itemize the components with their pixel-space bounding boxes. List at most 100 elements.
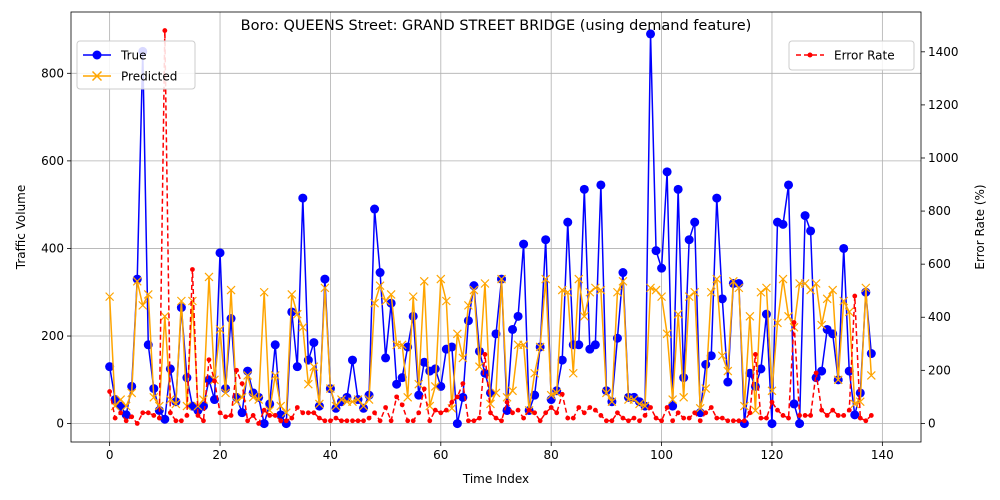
- point-true: [618, 268, 628, 278]
- point-true: [215, 248, 225, 258]
- point-error-rate: [107, 389, 113, 394]
- point-error-rate: [311, 410, 317, 416]
- point-predicted: [629, 395, 639, 404]
- point-error-rate: [140, 410, 146, 416]
- point-predicted: [800, 279, 810, 288]
- point-predicted: [204, 272, 214, 282]
- point-true: [519, 239, 529, 249]
- point-error-rate: [592, 407, 598, 413]
- point-true: [298, 193, 308, 203]
- point-true: [386, 298, 396, 308]
- point-error-rate: [250, 413, 256, 418]
- point-predicted: [309, 362, 319, 372]
- point-true: [690, 217, 700, 227]
- point-predicted: [270, 371, 280, 380]
- point-error-rate: [112, 415, 118, 421]
- point-true: [850, 410, 860, 420]
- point-predicted: [811, 279, 821, 288]
- point-error-rate: [670, 418, 676, 424]
- point-error-rate: [482, 352, 488, 357]
- point-predicted: [833, 375, 843, 385]
- point-error-rate: [808, 413, 814, 418]
- point-true: [574, 340, 584, 350]
- point-predicted: [502, 392, 512, 402]
- point-true: [508, 324, 518, 334]
- point-predicted: [728, 276, 738, 286]
- point-true: [839, 243, 849, 253]
- legend-true-marker: [92, 50, 102, 60]
- point-error-rate: [123, 418, 129, 424]
- point-error-rate: [261, 407, 267, 413]
- point-error-rate: [648, 405, 653, 410]
- point-predicted: [579, 311, 589, 321]
- point-error-rate: [272, 413, 278, 418]
- point-predicted: [519, 340, 529, 350]
- point-predicted: [673, 309, 683, 319]
- point-error-rate: [234, 367, 239, 373]
- point-predicted: [585, 287, 595, 297]
- point-error-rate: [504, 399, 510, 405]
- point-predicted: [690, 287, 700, 297]
- point-true: [701, 359, 711, 369]
- point-error-rate: [432, 407, 438, 413]
- point-predicted: [165, 395, 175, 404]
- point-true: [463, 316, 473, 326]
- point-error-rate: [725, 418, 731, 424]
- point-error-rate: [372, 410, 377, 416]
- point-predicted: [215, 325, 225, 334]
- point-error-rate: [548, 405, 554, 410]
- point-predicted: [370, 298, 379, 308]
- point-error-rate: [217, 410, 223, 416]
- point-error-rate: [747, 410, 753, 416]
- point-predicted: [491, 388, 501, 398]
- point-error-rate: [421, 386, 427, 392]
- point-true: [331, 403, 341, 413]
- point-predicted: [287, 290, 297, 299]
- point-predicted: [397, 340, 407, 350]
- point-true: [596, 180, 606, 190]
- point-error-rate: [565, 415, 571, 421]
- point-error-rate: [427, 418, 433, 424]
- point-error-rate: [377, 418, 383, 424]
- point-error-rate: [493, 415, 499, 421]
- point-error-rate: [333, 415, 339, 421]
- point-error-rate: [846, 407, 852, 413]
- point-predicted: [364, 395, 374, 404]
- point-predicted: [750, 406, 760, 415]
- point-error-rate: [841, 413, 847, 418]
- legend-left-box: [76, 40, 196, 90]
- point-error-rate: [173, 418, 179, 424]
- point-true: [767, 419, 777, 429]
- point-true: [866, 349, 876, 359]
- point-predicted: [635, 399, 644, 409]
- point-error-rate: [471, 418, 477, 424]
- point-predicted: [568, 368, 578, 378]
- point-error-rate: [863, 418, 869, 424]
- point-error-rate: [697, 418, 703, 424]
- point-true: [480, 368, 490, 378]
- point-true: [370, 204, 380, 214]
- point-true: [668, 401, 678, 411]
- point-true: [474, 346, 484, 356]
- point-error-rate: [659, 418, 664, 424]
- point-true: [292, 362, 302, 372]
- point-predicted: [844, 307, 854, 317]
- point-error-rate: [570, 415, 576, 421]
- point-predicted: [557, 285, 567, 295]
- point-predicted: [734, 283, 744, 293]
- point-true: [784, 180, 794, 190]
- point-true: [761, 309, 771, 319]
- point-true: [778, 219, 788, 229]
- point-predicted: [756, 287, 766, 297]
- point-error-rate: [289, 415, 295, 421]
- point-error-rate: [499, 418, 504, 424]
- point-predicted: [828, 285, 838, 295]
- point-predicted: [105, 292, 115, 302]
- point-predicted: [325, 384, 335, 394]
- legend-right: Error Rate: [788, 40, 915, 71]
- point-error-rate: [868, 413, 874, 418]
- point-error-rate: [316, 415, 322, 421]
- point-true: [414, 390, 424, 400]
- point-error-rate: [664, 405, 670, 410]
- point-true: [132, 274, 142, 284]
